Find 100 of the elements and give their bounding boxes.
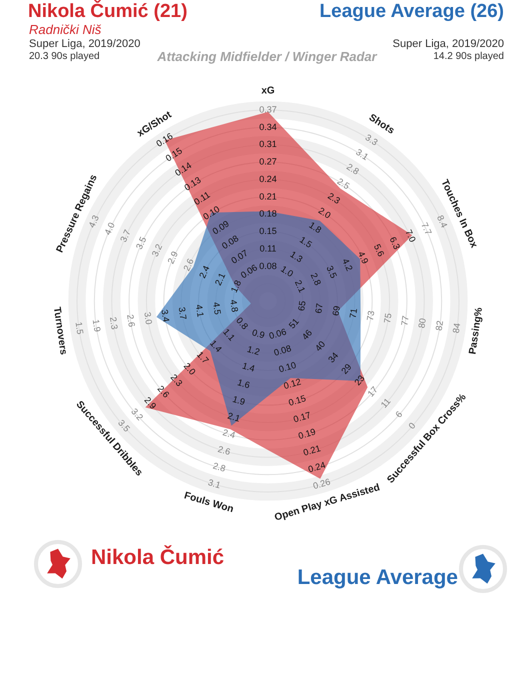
text: 2.8 — [308, 271, 323, 287]
text: 1.4 — [208, 338, 224, 354]
spoke-label: Turnovers — [50, 306, 69, 356]
text: 0 — [406, 420, 418, 431]
text: 2.3 — [326, 190, 342, 206]
text: 0.15 — [287, 393, 308, 408]
text: 0.18 — [259, 208, 277, 219]
text: 2.6 — [181, 256, 196, 272]
spoke-label: Fouls Won — [182, 490, 235, 516]
text: 2.6 — [216, 444, 232, 458]
text: 0.11 — [260, 243, 276, 254]
text: 67 — [313, 302, 325, 314]
text: 0.9 — [250, 327, 266, 340]
text: Nikola Čumić (21) — [28, 1, 188, 23]
text: 4.3 — [86, 214, 101, 230]
spoke-label: xG — [261, 86, 275, 97]
legend-label: Nikola Čumić — [91, 546, 224, 570]
text: 3.1 — [206, 477, 222, 490]
text: 17 — [366, 384, 380, 399]
text: 4.8 — [228, 298, 240, 313]
text: 1.5 — [298, 234, 314, 250]
text: 4.9 — [356, 250, 370, 266]
text: 73 — [364, 310, 376, 322]
text: 29 — [339, 362, 354, 376]
text: 1.1 — [221, 326, 237, 343]
text: 5.6 — [372, 242, 386, 258]
text: 51 — [286, 316, 301, 330]
text: 2.5 — [335, 176, 352, 192]
text: 3.5 — [116, 418, 132, 434]
text: 2.4 — [197, 264, 212, 280]
text: 3.3 — [364, 132, 380, 148]
text: 6 — [393, 409, 404, 420]
text: 1.6 — [236, 377, 252, 390]
text: 0.08 — [259, 260, 277, 271]
text: 46 — [300, 328, 314, 342]
text: 0.21 — [259, 191, 277, 202]
text: 2.1 — [213, 271, 228, 287]
text: 2.8 — [344, 162, 361, 177]
text: 3.5 — [134, 235, 148, 251]
text: League Average — [297, 566, 458, 590]
text: 2.6 — [125, 314, 137, 328]
text: 4.5 — [211, 301, 223, 316]
text: 0.10 — [278, 360, 298, 374]
text: 2.8 — [212, 460, 227, 474]
text: 2.3 — [168, 372, 184, 388]
text: 0.24 — [306, 460, 327, 474]
text: 84 — [450, 322, 462, 334]
text: 11 — [378, 396, 393, 410]
text: 1.5 — [74, 321, 86, 336]
text: 3.7 — [118, 228, 133, 244]
text: 3.5 — [324, 264, 339, 280]
text: 0.8 — [234, 315, 250, 332]
text: 23 — [352, 373, 367, 388]
text: 2.1 — [226, 410, 242, 424]
text: Radnički Niš — [29, 22, 102, 37]
text: 0.37 — [259, 104, 277, 114]
text: 7.0 — [403, 228, 418, 244]
text: 2.1 — [292, 278, 308, 294]
text: 3.7 — [176, 306, 188, 320]
text: 2.9 — [166, 250, 180, 266]
text: 4.2 — [340, 256, 355, 272]
text: 1.2 — [246, 344, 261, 358]
text: 1.8 — [307, 220, 324, 236]
text: 20.3 90s played — [29, 51, 100, 62]
text: 0.12 — [282, 376, 302, 392]
text: 0.19 — [297, 426, 317, 442]
text: 1.0 — [279, 264, 296, 279]
text: 2.6 — [156, 384, 172, 400]
text: League Average (26) — [320, 1, 504, 23]
text: 0.31 — [259, 139, 277, 150]
text: 1.9 — [90, 318, 102, 333]
text: 80 — [416, 318, 428, 329]
text: 3.2 — [150, 242, 164, 258]
text: 1.8 — [228, 278, 244, 294]
text: 40 — [313, 339, 328, 354]
text: 4.0 — [102, 220, 117, 236]
chart-title: Attacking Midfielder / Winger Radar — [157, 49, 377, 64]
text: 0.27 — [259, 156, 277, 167]
text: Super Liga, 2019/2020 — [392, 38, 504, 50]
text: 1.3 — [288, 249, 304, 264]
text: 6.3 — [388, 235, 402, 251]
text: 1.4 — [241, 360, 256, 374]
text: 65 — [296, 300, 308, 312]
text: 0.24 — [259, 174, 277, 184]
text: 0.21 — [302, 443, 322, 458]
text: 8.4 — [435, 214, 450, 230]
text: 0.34 — [259, 122, 277, 132]
text: 0.26 — [312, 476, 332, 492]
text: 0.06 — [268, 326, 288, 342]
text: 82 — [434, 320, 446, 332]
text: 71 — [348, 308, 360, 319]
text: 7.7 — [419, 220, 434, 236]
text: Super Liga, 2019/2020 — [29, 38, 140, 50]
text: 2.0 — [316, 205, 333, 221]
text: 14.2 90s played — [433, 51, 504, 62]
text: 0.15 — [259, 226, 277, 236]
text: 2.3 — [108, 316, 120, 330]
text: 3.0 — [142, 311, 154, 326]
text: 75 — [382, 312, 394, 324]
text: 1.9 — [231, 394, 246, 408]
